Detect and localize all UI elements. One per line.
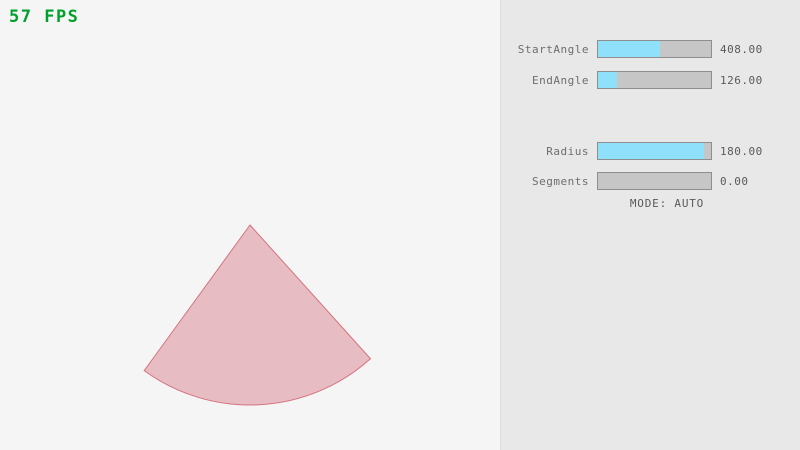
slider-value-radius: 180.00: [720, 144, 763, 158]
slider-fill-endangle: [598, 72, 618, 88]
fps-counter: 57 FPS: [9, 7, 80, 27]
slider-endangle[interactable]: [597, 71, 712, 89]
pie-shape-svg: [143, 224, 372, 406]
pac-man-pie-wedge: [143, 224, 372, 406]
slider-fill-radius: [598, 143, 705, 159]
slider-value-segments: 0.00: [720, 174, 749, 188]
slider-row-endangle: EndAngle 126.00: [501, 70, 800, 90]
slider-value-startangle: 408.00: [720, 42, 763, 56]
slider-radius[interactable]: [597, 142, 712, 160]
slider-fill-startangle: [598, 41, 661, 57]
slider-row-radius: Radius 180.00: [501, 141, 800, 161]
mode-readout: MODE: AUTO: [629, 197, 705, 210]
slider-label-startangle: StartAngle: [517, 42, 589, 56]
control-panel: StartAngle 408.00 EndAngle 126.00 Radius…: [500, 0, 800, 450]
slider-row-segments: Segments 0.00: [501, 171, 800, 191]
slider-segments[interactable]: [597, 172, 712, 190]
slider-label-segments: Segments: [532, 174, 589, 188]
render-canvas[interactable]: 57 FPS: [0, 0, 500, 450]
slider-label-endangle: EndAngle: [532, 73, 589, 87]
slider-value-endangle: 126.00: [720, 73, 763, 87]
slider-label-radius: Radius: [546, 144, 589, 158]
slider-startangle[interactable]: [597, 40, 712, 58]
slider-row-startangle: StartAngle 408.00: [501, 39, 800, 59]
